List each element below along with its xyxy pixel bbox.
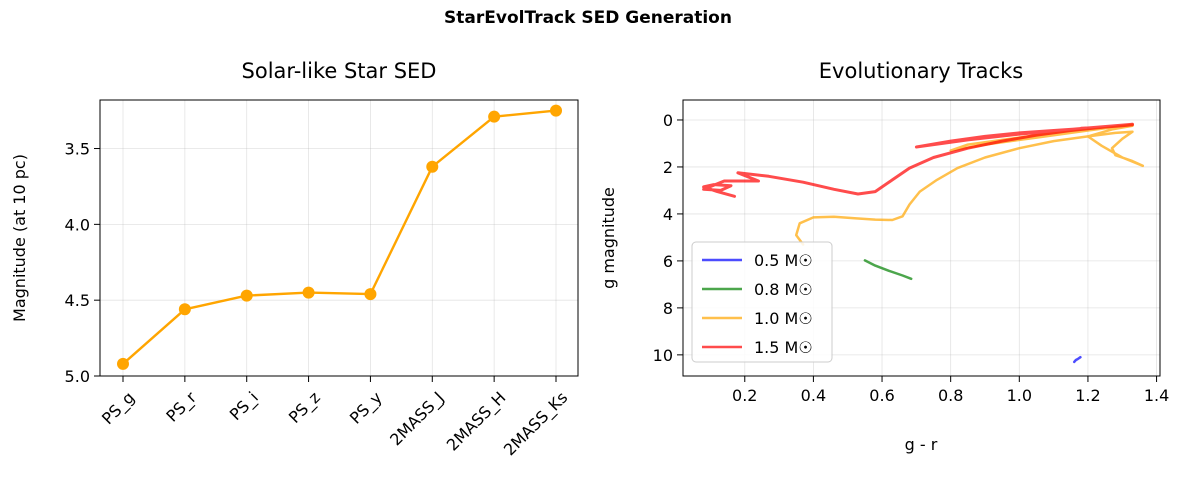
sed-xtick-label: PS_r <box>162 388 201 427</box>
tracks-ytick-label: 10 <box>653 346 673 365</box>
tracks-xtick-label: 1.2 <box>1075 386 1100 405</box>
tracks-legend: 0.5 M☉ 0.8 M☉ 1.0 M☉ 1.5 M☉ <box>691 241 833 363</box>
sed-point <box>488 110 501 123</box>
track-line-0 <box>1072 355 1082 364</box>
tracks-ytick-label: 4 <box>663 205 673 224</box>
sed-series <box>117 104 562 370</box>
tracks-ylabel: g magnitude <box>599 187 618 289</box>
track-line-1 <box>863 259 913 281</box>
tracks-ytick-label: 6 <box>663 252 673 271</box>
sed-xtick-label: 2MASS_J <box>386 388 448 450</box>
track-line-3 <box>702 122 1134 198</box>
tracks-panel: Evolutionary Tracks 0.2 0.4 0.6 0.8 1.0 1.2 1.… <box>599 59 1169 454</box>
tracks-xtick-label: 1.0 <box>1007 386 1032 405</box>
sed-xtick-label: PS_i <box>226 388 263 425</box>
legend-box <box>691 241 833 363</box>
figure-suptitle: StarEvolTrack SED Generation <box>444 8 732 28</box>
sed-ytick-label: 4.0 <box>65 215 90 234</box>
sed-panel: Solar-like Star SED PS_g PS_r PS_i PS_z PS_y… <box>10 59 579 460</box>
legend-label-0: 0.5 M☉ <box>754 251 813 270</box>
sed-point <box>426 160 439 173</box>
tracks-xtick-label: 0.6 <box>869 386 894 405</box>
tracks-xtick-label: 0.8 <box>938 386 963 405</box>
sed-point <box>178 303 191 316</box>
tracks-xlabel: g - r <box>905 435 938 454</box>
tracks-xtick-label: 0.2 <box>732 386 757 405</box>
sed-axes-frame <box>99 99 579 377</box>
sed-xtick-label: PS_y <box>346 388 387 429</box>
sed-grid <box>100 100 578 377</box>
sed-point <box>117 357 129 370</box>
tracks-ytick-label: 2 <box>663 158 673 177</box>
sed-ytick-label: 4.5 <box>65 291 90 310</box>
sed-xtick-label: 2MASS_Ks <box>500 388 572 460</box>
tracks-grid <box>683 100 1160 376</box>
sed-title: Solar-like Star SED <box>242 59 437 83</box>
tracks-xtick-label: 1.4 <box>1144 386 1169 405</box>
sed-xtick-label: PS_g <box>98 388 139 429</box>
sed-point <box>302 286 315 299</box>
sed-ytick-label: 3.5 <box>65 140 90 159</box>
legend-label-3: 1.5 M☉ <box>754 338 813 357</box>
tracks-xtick-label: 0.4 <box>801 386 826 405</box>
sed-xtick-label: PS_z <box>285 388 325 428</box>
track-line-2 <box>794 123 1145 246</box>
sed-line <box>122 109 557 365</box>
sed-point <box>240 289 253 302</box>
sed-ylabel: Magnitude (at 10 pc) <box>10 154 29 322</box>
tracks-axes-frame <box>682 99 1161 377</box>
tracks-ytick-label: 8 <box>663 299 673 318</box>
tracks-series <box>702 122 1145 364</box>
legend-label-2: 1.0 M☉ <box>754 309 813 328</box>
sed-point <box>550 104 562 117</box>
sed-ytick-label: 5.0 <box>65 367 90 386</box>
tracks-ticks: 0.2 0.4 0.6 0.8 1.0 1.2 1.4 0 2 4 6 8 10 <box>653 111 1170 405</box>
legend-label-1: 0.8 M☉ <box>754 280 813 299</box>
tracks-ytick-label: 0 <box>663 111 673 130</box>
sed-point <box>364 288 377 301</box>
tracks-title: Evolutionary Tracks <box>819 59 1023 83</box>
